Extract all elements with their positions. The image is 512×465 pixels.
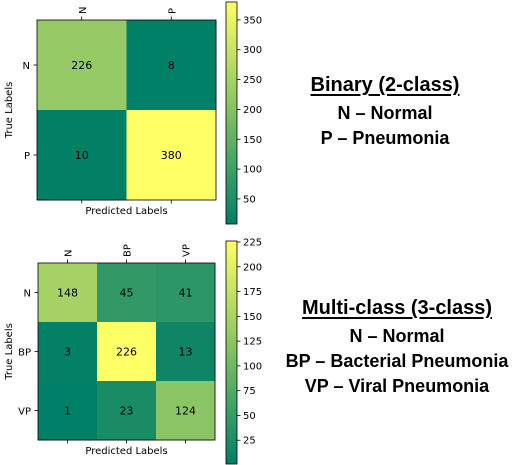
cell-value-0-1: 8 <box>168 59 175 72</box>
colorbar-tick-label: 250 <box>243 75 262 86</box>
cell-value-0-1: 45 <box>120 287 134 300</box>
cell-2-1 <box>97 381 157 441</box>
cell-0-0 <box>38 263 98 323</box>
cell-value-0-2: 41 <box>179 287 193 300</box>
multi-legend-title: Multi-class (3-class) <box>301 297 493 319</box>
x-tick-label: VP <box>182 244 193 257</box>
colorbar-tick-label: 350 <box>243 15 262 26</box>
cell-0-0 <box>37 20 127 111</box>
cell-1-1 <box>126 110 217 201</box>
cell-1-0 <box>38 322 98 382</box>
colorbar-tick-label: 75 <box>243 386 256 397</box>
binary-legend: Binary (2-class) N – Normal P – Pneumoni… <box>280 74 490 149</box>
colorbar-tick-label: 50 <box>243 194 256 205</box>
cell-value-2-2: 124 <box>175 405 196 418</box>
confusion-matrix-1: 148 45 41 3 226 13 1 23 124 N BP VP N BP VP Predicted L… <box>4 237 262 465</box>
binary-legend-title: Binary (2-class) <box>310 74 460 96</box>
cell-1-1 <box>97 322 157 382</box>
multi-legend-line-viral: VP – Viral Pneumonia <box>304 376 490 396</box>
x-axis-label: Predicted Labels <box>85 206 167 217</box>
colorbar <box>225 240 238 465</box>
x-tick-label: N <box>64 250 75 257</box>
colorbar-tick-label: 25 <box>243 436 256 447</box>
y-axis-label: True Labels <box>4 82 15 140</box>
cell-0-1 <box>126 20 217 111</box>
x-axis-label: Predicted Labels <box>85 446 167 457</box>
y-tick-label: P <box>24 151 30 162</box>
cell-value-1-1: 380 <box>161 149 182 162</box>
plot-frame <box>36 19 217 201</box>
colorbar-tick-label: 200 <box>243 262 262 273</box>
colorbar-tick-label: 150 <box>243 312 262 323</box>
colorbar-tick-label: 100 <box>243 165 262 176</box>
x-tick-label: P <box>167 8 178 14</box>
cell-0-1 <box>97 263 157 323</box>
y-tick-label: N <box>24 289 31 300</box>
colorbar-tick-label: 300 <box>243 45 262 56</box>
multi-legend-line-normal: N – Normal <box>349 326 445 346</box>
cell-value-2-0: 1 <box>64 405 71 418</box>
colorbar-tick-label: 50 <box>243 411 256 422</box>
y-axis-label: True Labels <box>4 323 15 381</box>
colorbar-tick-label: 225 <box>243 237 262 248</box>
colorbar-tick-label: 125 <box>243 337 262 348</box>
cell-value-0-0: 148 <box>57 287 78 300</box>
cell-value-0-0: 226 <box>71 59 92 72</box>
cell-value-2-1: 23 <box>120 405 134 418</box>
cell-2-2 <box>156 381 216 441</box>
cell-value-1-2: 13 <box>179 346 193 359</box>
cell-value-1-1: 226 <box>116 346 137 359</box>
cell-2-0 <box>38 381 98 441</box>
colorbar-tick-label: 100 <box>243 361 262 372</box>
colorbar-tick-label: 175 <box>243 287 262 298</box>
y-tick-label: BP <box>18 348 31 359</box>
colorbar <box>225 1 238 225</box>
y-tick-label: N <box>23 61 30 72</box>
multi-legend: Multi-class (3-class) N – Normal BP – Ba… <box>284 297 510 397</box>
confusion-matrix-0: 226 8 10 380 N P N P Predicted Labels True Labels… <box>4 1 262 225</box>
x-tick-label: N <box>78 7 89 14</box>
cell-0-2 <box>156 263 216 323</box>
binary-legend-line-normal: N – Normal <box>337 103 433 123</box>
binary-legend-line-pneumonia: P – Pneumonia <box>320 128 450 148</box>
y-tick-label: VP <box>18 407 31 418</box>
cell-value-1-0: 10 <box>75 149 89 162</box>
colorbar-tick-label: 200 <box>243 105 262 116</box>
cell-1-2 <box>156 322 216 382</box>
multi-legend-line-bacterial: BP – Bacterial Pneumonia <box>285 351 509 371</box>
cell-1-0 <box>37 110 127 201</box>
colorbar-tick-label: 150 <box>243 135 262 146</box>
cell-value-1-0: 3 <box>64 346 71 359</box>
x-tick-label: BP <box>123 244 134 257</box>
